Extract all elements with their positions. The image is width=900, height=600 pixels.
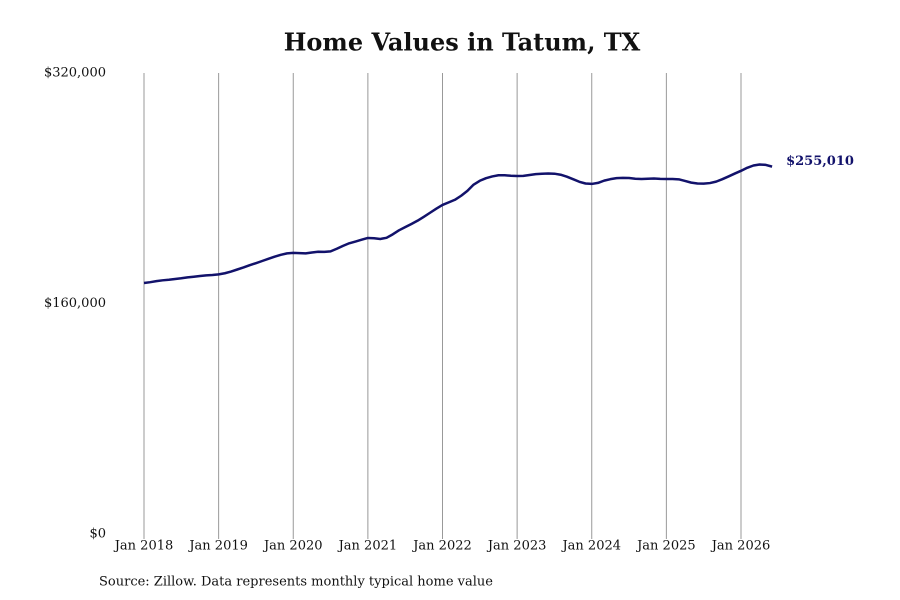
x-tick-label: Jan 2025 <box>635 539 696 554</box>
x-tick-label: Jan 2021 <box>337 539 398 554</box>
y-tick-label: $160,000 <box>44 296 106 311</box>
value-label: $255,010 <box>786 154 854 169</box>
x-tick-label: Jan 2024 <box>560 539 621 554</box>
y-tick-label: $0 <box>89 527 106 542</box>
x-tick-label: Jan 2026 <box>710 539 771 554</box>
line-series <box>143 163 773 285</box>
source-note: Source: Zillow. Data represents monthly … <box>99 575 493 590</box>
x-tick-label: Jan 2019 <box>187 539 248 554</box>
x-tick-label: Jan 2018 <box>113 539 174 554</box>
x-tick-label: Jan 2022 <box>411 539 472 554</box>
x-tick-label: Jan 2023 <box>486 539 547 554</box>
chart-title: Home Values in Tatum, TX <box>284 28 641 57</box>
x-tick-label: Jan 2020 <box>262 539 323 554</box>
y-tick-label: $320,000 <box>44 66 106 81</box>
